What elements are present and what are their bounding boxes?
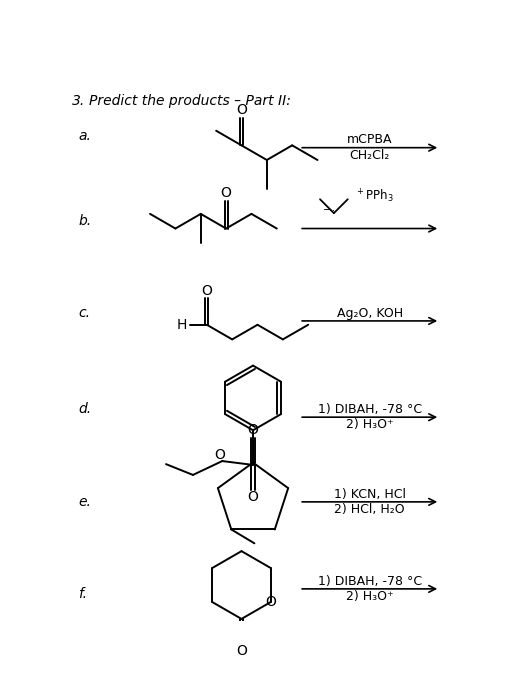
Text: mCPBA: mCPBA	[347, 133, 392, 147]
Text: O: O	[247, 490, 259, 504]
Text: Ag₂O, KOH: Ag₂O, KOH	[337, 306, 403, 320]
Text: O: O	[215, 448, 225, 462]
Text: $^+$PPh$_3$: $^+$PPh$_3$	[356, 188, 394, 205]
Text: d.: d.	[78, 403, 91, 417]
Text: f.: f.	[78, 587, 87, 601]
Text: Predict the products – Part II:: Predict the products – Part II:	[89, 94, 291, 107]
Text: O: O	[236, 644, 247, 658]
Text: a.: a.	[78, 129, 91, 143]
Text: b.: b.	[78, 214, 91, 228]
Text: e.: e.	[78, 495, 91, 509]
Text: O: O	[221, 186, 231, 200]
Text: c.: c.	[78, 306, 90, 320]
Text: 2) HCl, H₂O: 2) HCl, H₂O	[334, 503, 405, 516]
Text: 1) DIBAH, -78 °C: 1) DIBAH, -78 °C	[318, 403, 422, 416]
Text: O: O	[247, 423, 259, 437]
Text: 2) H₃O⁺: 2) H₃O⁺	[346, 418, 393, 431]
Text: O: O	[266, 595, 276, 609]
Text: −: −	[323, 205, 332, 215]
Text: 1) KCN, HCl: 1) KCN, HCl	[334, 488, 406, 500]
Text: H: H	[176, 318, 187, 332]
Text: O: O	[201, 283, 212, 298]
Text: O: O	[236, 103, 247, 117]
Text: 2) H₃O⁺: 2) H₃O⁺	[346, 590, 393, 603]
Text: CH₂Cl₂: CH₂Cl₂	[349, 149, 390, 162]
Text: ··: ··	[329, 207, 335, 216]
Text: 1) DIBAH, -78 °C: 1) DIBAH, -78 °C	[318, 574, 422, 588]
Text: 3.: 3.	[72, 94, 85, 107]
